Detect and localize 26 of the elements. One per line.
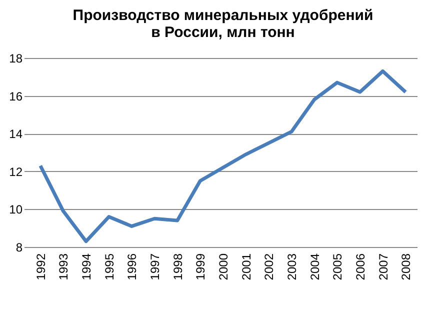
x-tick-label: 2004 [308,253,322,280]
x-tick-label: 2003 [284,253,299,280]
x-tick-label: 2007 [376,253,390,280]
line-series [38,69,408,244]
x-tick-label: 2000 [216,253,230,280]
y-tick-label: 8 [16,240,23,254]
x-tick-label: 1996 [125,253,140,280]
x-tick-label: 1999 [194,253,208,280]
x-tick-label: 1998 [170,253,185,280]
y-tick-label: 12 [9,164,23,179]
y-tick-label: 10 [9,202,23,217]
x-tick-label: 1994 [80,253,94,280]
x-tick-label: 1997 [148,253,162,280]
x-tick-label: 1992 [34,253,48,280]
x-tick-label: 2002 [262,253,276,280]
y-tick-label: 16 [9,89,23,104]
x-tick-label: 2008 [399,253,414,280]
text: в России, млн тонн [151,24,295,41]
x-tick-label: 1993 [56,253,71,280]
x-tick-label: 2005 [330,253,345,280]
x-tick-label: 2006 [353,253,368,280]
x-tick-label: 2001 [239,253,254,280]
y-tick-label: 14 [9,127,23,142]
text: Производство минеральных удобрений [72,7,374,24]
x-tick-label: 1995 [102,253,116,280]
y-tick-label: 18 [9,52,23,66]
